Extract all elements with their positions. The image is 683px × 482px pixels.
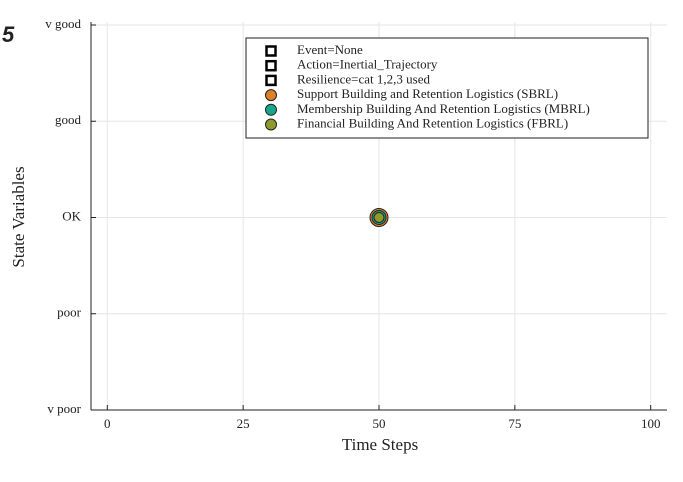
legend-label: Support Building and Retention Logistics… xyxy=(297,86,558,101)
legend-label: Financial Building And Retention Logisti… xyxy=(297,115,568,130)
point xyxy=(373,212,385,223)
x-axis-title: Time Steps xyxy=(342,435,418,454)
legend-box xyxy=(245,37,649,139)
y-tick-label: good xyxy=(55,112,82,127)
y-tick-label: OK xyxy=(62,208,81,223)
legend-marker xyxy=(265,118,277,131)
marker-square xyxy=(265,74,277,87)
x-tick-label: 100 xyxy=(641,416,661,431)
y-tick-label: v poor xyxy=(47,401,81,416)
legend-label: Resilience=cat 1,2,3 used xyxy=(297,71,430,86)
x-tick-label: 0 xyxy=(104,416,111,431)
y-tick-label: poor xyxy=(57,305,82,320)
legend-label: Event=None xyxy=(297,42,363,57)
legend-marker xyxy=(265,103,277,116)
x-tick-label: 75 xyxy=(508,416,521,431)
marker-square xyxy=(265,45,277,57)
x-tick-label: 50 xyxy=(373,416,386,431)
panel-label: 5 xyxy=(2,22,15,47)
marker-square xyxy=(265,59,277,72)
x-tick-label: 25 xyxy=(237,416,250,431)
y-tick-label: v good xyxy=(45,16,81,31)
y-axis-title: State Variables xyxy=(9,166,28,267)
legend-marker xyxy=(265,89,277,102)
legend-label: Action=Inertial_Trajectory xyxy=(297,57,438,72)
legend-label: Membership Building And Retention Logist… xyxy=(297,101,590,116)
